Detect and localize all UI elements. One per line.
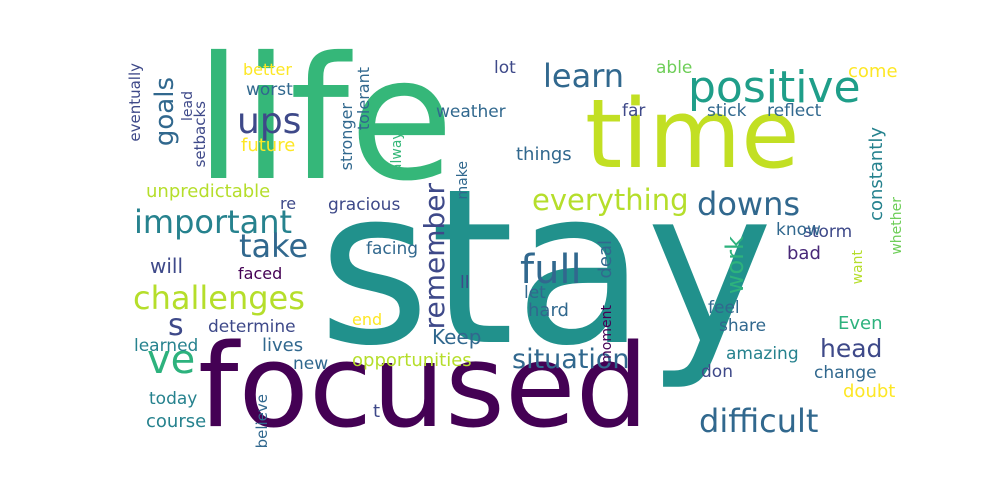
word: opportunities — [352, 350, 472, 371]
word: re — [280, 194, 297, 213]
word: learn — [543, 57, 625, 95]
word: important — [134, 203, 293, 241]
word: things — [516, 144, 572, 165]
word: able — [656, 58, 693, 78]
word: time — [585, 80, 800, 190]
word: life — [195, 21, 454, 219]
word: positive — [688, 62, 861, 113]
word: whether — [889, 197, 905, 255]
word: let — [524, 283, 546, 303]
word: moment — [599, 305, 615, 364]
word: don — [701, 362, 733, 382]
word: feel — [708, 298, 740, 318]
word: far — [622, 101, 646, 121]
word: always — [389, 124, 405, 173]
word: Keep — [432, 325, 482, 349]
word: challenges — [133, 279, 305, 317]
word: focused — [198, 320, 649, 454]
word: weather — [436, 102, 506, 122]
word: better — [243, 60, 292, 79]
word: want — [850, 250, 866, 285]
word: full — [520, 247, 582, 293]
word: bad — [787, 243, 821, 264]
word: everything — [532, 183, 689, 217]
word: change — [814, 363, 877, 383]
word: learned — [134, 336, 199, 356]
word: facing — [366, 239, 419, 259]
word: head — [820, 334, 883, 363]
word: remember — [418, 183, 451, 330]
word: today — [149, 389, 198, 409]
word: know — [776, 220, 821, 240]
word: will — [150, 254, 184, 278]
word: new — [293, 354, 329, 374]
word: downs — [697, 185, 801, 223]
word: eventually — [126, 63, 144, 142]
word: end — [352, 310, 383, 329]
word: gracious — [328, 195, 401, 215]
word: constantly — [866, 127, 887, 221]
word: situation — [512, 344, 630, 375]
word: lot — [494, 58, 516, 78]
word: future — [241, 135, 296, 156]
word: reflect — [767, 101, 822, 121]
word: lives — [262, 335, 304, 356]
word: share — [719, 316, 767, 336]
word: take — [239, 227, 309, 265]
word: worst — [246, 80, 293, 100]
word: come — [848, 61, 898, 82]
word: amazing — [726, 344, 799, 364]
word: tolerant — [354, 67, 373, 131]
word: make — [455, 161, 471, 200]
word: ll — [460, 273, 470, 293]
word: Even — [838, 313, 883, 334]
word: ve — [147, 337, 196, 383]
word: determine — [208, 317, 296, 337]
word: hard — [528, 300, 569, 321]
word: t — [373, 401, 381, 422]
word: stronger — [337, 103, 356, 171]
word: stick — [707, 101, 747, 121]
word: stay — [318, 142, 774, 393]
word: unpredictable — [146, 181, 271, 202]
word: doubt — [843, 381, 896, 402]
word: s — [168, 308, 184, 343]
word: course — [146, 411, 207, 432]
word: goals — [150, 77, 180, 147]
word: deal — [595, 240, 616, 279]
word: setbacks — [191, 101, 209, 168]
word: faced — [238, 264, 283, 283]
word: believe — [253, 394, 271, 449]
word: ups — [237, 101, 302, 142]
word: difficult — [699, 402, 819, 440]
word: work — [721, 236, 749, 295]
word: storm — [803, 222, 853, 242]
